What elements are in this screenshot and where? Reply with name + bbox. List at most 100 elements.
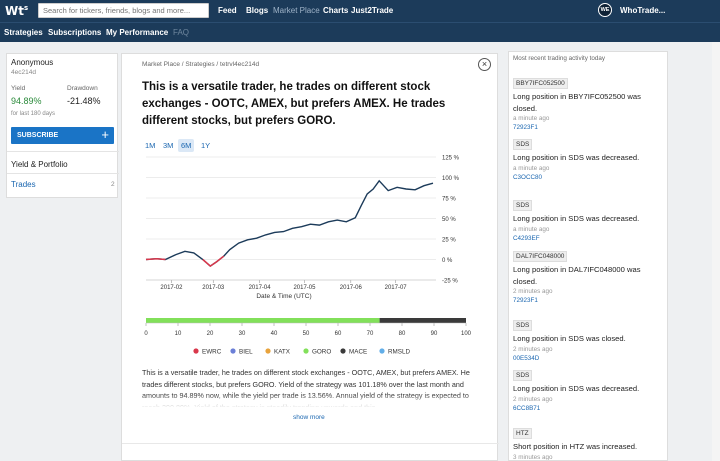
strategy-link[interactable]: 00E534D	[513, 354, 540, 362]
plus-icon: +	[101, 127, 109, 142]
activity-text: Long position in SDS was decreased.	[513, 153, 640, 162]
activity-panel: Most recent trading activity today BBY7I…	[508, 51, 668, 461]
bar-tick-label: 60	[335, 331, 342, 337]
strategy-panel: Market Place / Strategies / tetrvl4ec214…	[121, 53, 499, 461]
strategy-link[interactable]: 6CC8B71	[513, 404, 541, 412]
tab-subscriptions[interactable]: Subscriptions	[48, 28, 102, 37]
ticker-badge[interactable]: BBY7IFC052500	[513, 78, 568, 89]
portfolio-segment	[379, 318, 466, 323]
trades-count: 2	[111, 181, 115, 188]
subscribe-button[interactable]: SUBSCRIBE +	[11, 127, 114, 144]
activity-time: 2 minutes ago	[513, 345, 553, 353]
yield-portfolio-link[interactable]: Yield & Portfolio	[11, 160, 68, 169]
legend-dot	[265, 348, 271, 354]
legend-dot	[303, 348, 309, 354]
divider	[122, 443, 499, 444]
yield-chart: 125 %100 %75 %50 %25 %0 %-25 % 2017-02 20…	[144, 156, 472, 356]
legend-dot	[340, 348, 346, 354]
text-fade	[142, 394, 480, 408]
x-tick-label: 2017-07	[385, 285, 408, 291]
range-6m-button[interactable]: 6M	[178, 139, 195, 152]
x-axis-label: Date & Time (UTC)	[256, 293, 311, 300]
strategy-link[interactable]: C4293EF	[513, 234, 540, 242]
portfolio-segment	[146, 318, 380, 323]
legend-label: EWRC	[202, 348, 222, 355]
bar-tick-label: 30	[239, 331, 246, 337]
scrollbar[interactable]	[712, 42, 720, 461]
close-button[interactable]: ×	[478, 58, 491, 71]
nav-just2trade[interactable]: Just2Trade	[351, 6, 394, 15]
x-tick-label: 2017-04	[249, 285, 272, 291]
y-tick-label: 125 %	[442, 156, 460, 162]
legend-label: RMSLD	[388, 348, 410, 355]
legend-dot	[193, 348, 199, 354]
breadcrumb[interactable]: Market Place / Strategies / tetrvl4ec214…	[142, 61, 260, 68]
tab-strategies[interactable]: Strategies	[4, 28, 43, 37]
range-1m-button[interactable]: 1M	[145, 141, 156, 150]
profile-name: Anonymous	[11, 58, 54, 67]
ticker-badge[interactable]: HTZ	[513, 428, 532, 439]
bar-tick-label: 80	[399, 331, 406, 337]
nav-feed[interactable]: Feed	[218, 6, 237, 15]
activity-item: BBY7IFC052500 Long position in BBY7IFC052…	[513, 72, 665, 131]
activity-text: Long position in BBY7IFC052500 was close…	[513, 92, 641, 113]
ticker-badge[interactable]: SDS	[513, 200, 533, 211]
ticker-badge[interactable]: SDS	[513, 139, 533, 150]
tab-faq[interactable]: FAQ	[173, 28, 190, 37]
bar-tick-label: 10	[175, 331, 182, 337]
portfolio-bar	[146, 318, 466, 323]
legend-label: GORO	[312, 348, 331, 355]
bar-tick-label: 20	[207, 331, 214, 337]
legend-label: KATX	[274, 348, 291, 355]
legend-dot	[230, 348, 236, 354]
strategy-link[interactable]: 72923F1	[513, 297, 538, 305]
logo[interactable]: Wts	[5, 4, 29, 18]
ticker-badge[interactable]: SDS	[513, 370, 533, 381]
legend-dot	[379, 348, 385, 354]
activity-text: Long position in SDS was closed.	[513, 334, 626, 343]
activity-item: HTZ Short position in HTZ was increased. 3…	[513, 422, 665, 461]
x-tick-label: 2017-02	[160, 285, 183, 291]
user-name[interactable]: WhoTrade...	[620, 6, 666, 15]
yield-value: 94.89%	[11, 96, 42, 106]
ticker-badge[interactable]: SDS	[513, 320, 533, 331]
strategy-link[interactable]: C3OCC80	[513, 173, 543, 181]
y-axis-ticks: 125 % 100 % 75 % 50 % 25 % 0 % -25 %	[442, 156, 460, 285]
bar-tick-label: 70	[367, 331, 374, 337]
activity-item: SDS Long position in SDS was decreased. a …	[513, 194, 665, 242]
range-1y-button[interactable]: 1Y	[201, 141, 211, 150]
show-more-link[interactable]: show more	[293, 414, 325, 421]
x-tick-label: 2017-06	[340, 285, 363, 291]
activity-item: SDS Long position in SDS was decreased. a …	[513, 133, 665, 181]
close-icon: ×	[481, 59, 488, 69]
top-bar: Wts Feed Blogs Market Place Charts Just2…	[0, 0, 720, 22]
nav-charts[interactable]: Charts	[323, 6, 349, 15]
bar-tick-label: 100	[461, 331, 472, 337]
drawdown-segments	[145, 255, 225, 268]
x-axis-ticks: 2017-02 2017-03 2017-04 2017-05 2017-06 2017-…	[146, 279, 436, 291]
activity-time: a minute ago	[513, 164, 550, 172]
y-tick-label: 25 %	[442, 238, 456, 244]
range-3m-button[interactable]: 3M	[163, 141, 174, 150]
activity-item: DAL7IFC048000 Long position in DAL7IFC048…	[513, 245, 665, 304]
nav-market-place[interactable]: Market Place	[273, 6, 320, 15]
activity-time: a minute ago	[513, 225, 550, 233]
search-input[interactable]	[38, 3, 209, 18]
activity-text: Short position in HTZ was increased.	[513, 442, 638, 451]
bar-tick-label: 90	[431, 331, 438, 337]
activity-item: SDS Long position in SDS was decreased. 2 …	[513, 364, 665, 412]
activity-time: 3 minutes ago	[513, 453, 553, 461]
trades-link[interactable]: Trades	[11, 180, 36, 189]
page-title: This is a versatile trader, he trades on…	[142, 81, 446, 127]
drawdown-segment	[202, 255, 225, 268]
y-tick-label: 75 %	[442, 197, 456, 203]
nav-blogs[interactable]: Blogs	[246, 6, 269, 15]
activity-time: 2 minutes ago	[513, 288, 553, 296]
tab-my-performance[interactable]: My Performance	[106, 28, 169, 37]
y-tick-label: 0 %	[442, 258, 453, 264]
y-tick-label: -25 %	[442, 279, 458, 285]
ticker-badge[interactable]: DAL7IFC048000	[513, 251, 568, 262]
avatar[interactable]: WE	[598, 3, 612, 17]
strategy-link[interactable]: 72923F1	[513, 124, 538, 132]
drawdown-segment	[145, 257, 166, 261]
